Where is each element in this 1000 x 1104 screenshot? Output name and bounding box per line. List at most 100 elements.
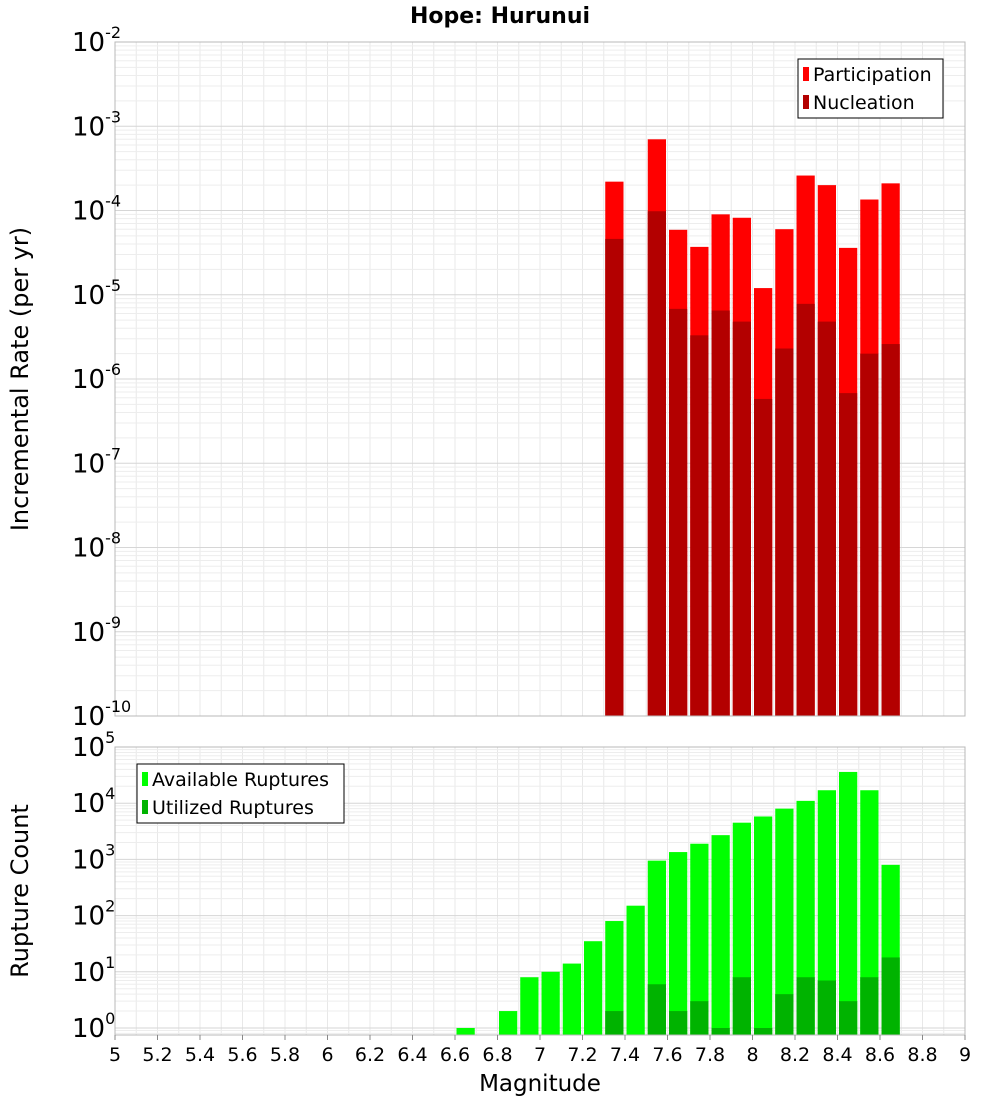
y-tick-label: 104 xyxy=(72,784,115,819)
legend-label: Participation xyxy=(813,64,932,86)
chart-panel-0: 10-10 10-9 10-8 10-7 10-6 10-5 10-4 10-3 10-2 Inc… xyxy=(6,4,966,732)
bar xyxy=(839,771,858,1035)
bar xyxy=(647,984,666,1035)
bar xyxy=(754,1027,773,1035)
x-tick-label: 7.4 xyxy=(610,1044,640,1066)
legend-swatch xyxy=(142,800,148,814)
bar xyxy=(562,963,581,1035)
bar xyxy=(796,800,815,1035)
x-tick-label: 7.6 xyxy=(652,1044,682,1066)
bar xyxy=(584,941,603,1035)
x-tick-label: 8.2 xyxy=(780,1044,810,1066)
x-tick-label: 8.4 xyxy=(822,1044,852,1066)
chart-panel-1: 100 101 102 103 104 105 Rupture Count 5 5.2 5.4 5.… xyxy=(6,728,971,1097)
bar xyxy=(626,905,645,1035)
y-tick-label: 10-10 xyxy=(72,697,131,732)
series-nucleation xyxy=(605,211,900,716)
legend-label: Nucleation xyxy=(813,92,915,114)
bar xyxy=(754,816,773,1035)
legend-box xyxy=(797,58,944,119)
bar xyxy=(669,1011,688,1035)
y-tick-label: 100 xyxy=(72,1009,115,1044)
y-tick-label: 10-9 xyxy=(72,613,121,648)
x-tick-label: 5 xyxy=(109,1044,121,1066)
x-tick-label: 6.6 xyxy=(440,1044,470,1066)
x-axis-label: Magnitude xyxy=(479,1071,601,1097)
x-tick-label: 8.6 xyxy=(865,1044,895,1066)
x-tick-label: 8.8 xyxy=(907,1044,937,1066)
plot-frame xyxy=(114,41,966,717)
bar xyxy=(881,957,900,1035)
bar xyxy=(520,977,539,1035)
bar xyxy=(839,393,858,716)
bar xyxy=(605,238,624,716)
x-tick-label: 5.8 xyxy=(270,1044,300,1066)
legend-swatch xyxy=(803,67,809,81)
bar xyxy=(754,398,773,716)
bar xyxy=(732,977,751,1035)
bar xyxy=(839,1001,858,1035)
bar xyxy=(690,1001,709,1035)
y-tick-label: 105 xyxy=(72,728,115,763)
y-tick-label: 10-5 xyxy=(72,276,121,311)
bar xyxy=(881,344,900,716)
x-tick-label: 6.2 xyxy=(355,1044,385,1066)
bar xyxy=(499,1011,518,1035)
bar xyxy=(775,348,794,716)
bar xyxy=(860,790,879,1035)
y-tick-label: 101 xyxy=(72,953,115,988)
y-tick-label: 10-3 xyxy=(72,107,121,142)
x-tick-label: 5.4 xyxy=(185,1044,215,1066)
bar xyxy=(817,980,836,1035)
series-utilized-ruptures xyxy=(605,957,900,1035)
bar xyxy=(817,321,836,716)
bar xyxy=(796,303,815,716)
bar xyxy=(605,921,624,1035)
bar xyxy=(860,977,879,1035)
bar xyxy=(817,790,836,1035)
bar xyxy=(796,977,815,1035)
legend-label: Available Ruptures xyxy=(152,769,329,791)
bar xyxy=(711,835,730,1035)
y-axis-label: Rupture Count xyxy=(6,804,34,978)
legend: Participation Nucleation xyxy=(797,58,944,119)
bar xyxy=(456,1027,475,1035)
x-tick-label: 9 xyxy=(959,1044,971,1066)
y-tick-label: 10-4 xyxy=(72,192,121,227)
legend-label: Utilized Ruptures xyxy=(152,797,314,819)
bar xyxy=(605,1011,624,1035)
bar xyxy=(541,971,560,1035)
chart-title: Hope: Hurunui xyxy=(410,4,590,29)
x-tick-label: 5.6 xyxy=(227,1044,257,1066)
legend: Available Ruptures Utilized Ruptures xyxy=(136,763,345,824)
bar xyxy=(669,308,688,716)
x-tick-label: 8 xyxy=(746,1044,758,1066)
x-tick-label: 5.2 xyxy=(142,1044,172,1066)
bar xyxy=(669,852,688,1035)
bar xyxy=(860,353,879,716)
y-tick-label: 10-6 xyxy=(72,360,121,395)
y-tick-label: 102 xyxy=(72,897,115,932)
x-tick-label: 7 xyxy=(534,1044,546,1066)
bar xyxy=(775,994,794,1035)
y-tick-label: 10-2 xyxy=(72,23,121,58)
legend-swatch xyxy=(803,95,809,109)
x-tick-label: 7.2 xyxy=(567,1044,597,1066)
y-axis-label: Incremental Rate (per yr) xyxy=(6,227,34,531)
grid-lines xyxy=(114,41,966,717)
bar xyxy=(711,310,730,716)
x-tick-label: 7.8 xyxy=(695,1044,725,1066)
y-tick-label: 10-7 xyxy=(72,444,121,479)
bar xyxy=(690,335,709,716)
legend-box xyxy=(136,763,345,824)
bar xyxy=(647,211,666,716)
legend-swatch xyxy=(142,772,148,786)
x-tick-label: 6.8 xyxy=(482,1044,512,1066)
x-tick-label: 6.4 xyxy=(397,1044,427,1066)
bar xyxy=(732,321,751,716)
x-tick-label: 6 xyxy=(321,1044,333,1066)
y-tick-label: 10-8 xyxy=(72,529,121,564)
y-tick-label: 103 xyxy=(72,840,115,875)
